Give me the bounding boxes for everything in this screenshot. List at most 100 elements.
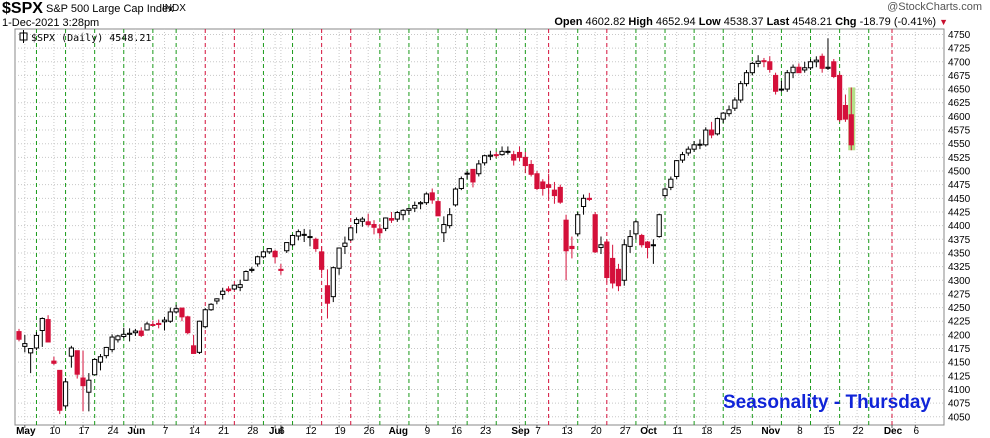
candle-down-body [191,345,197,354]
candle-down-body [272,250,278,258]
candle-down-body [522,156,528,167]
candle-down-body [557,186,563,203]
candle-down-body [639,234,645,246]
candle-down-body [45,319,51,343]
candle-down-body [546,184,552,188]
x-tick-label: 14 [189,426,201,437]
candle-up-body [144,323,150,331]
y-tick-label: 4500 [948,167,971,178]
y-tick-label: 4750 [948,30,971,41]
chg-label: Chg [835,16,857,28]
gridlines [15,29,944,425]
candle-down-body [534,173,540,189]
candle-down-body [51,360,57,364]
candle-down-body [150,323,156,326]
candle-down-body [773,74,779,92]
candle-up-body [662,188,668,197]
candle-up-body [714,118,720,135]
candle-down-body [74,350,80,375]
candle-up-body [790,66,796,74]
x-tick-label: 28 [247,426,259,437]
candle-up-body [68,347,74,357]
date-time-label: 1-Dec-2021 3:28pm [2,17,100,29]
candle-down-body [493,154,499,157]
candle-up-body [738,83,744,101]
candle-up-body [126,332,133,335]
candle-down-body [563,219,569,252]
candle-down-body [16,331,22,340]
candle-down-body [511,154,517,161]
candle-down-body [429,192,435,201]
brand-watermark[interactable]: @StockCharts.com [887,1,982,13]
x-tick-label: 19 [335,426,347,437]
candle-down-body [319,251,325,270]
x-tick-label: 10 [49,426,61,437]
candle-down-body [610,257,616,284]
x-tick-label: 24 [108,426,120,437]
candle-up-body [598,244,604,248]
y-tick-label: 4700 [948,57,971,68]
candle-up-body [243,271,249,281]
x-tick-label: Oct [640,426,657,437]
x-tick-label: 23 [480,426,492,437]
candle-up-body [441,224,447,234]
candle-up-body [132,330,139,334]
candle-down-body [185,316,191,334]
candle-up-body [778,88,785,91]
legend-label: $SPX (Daily) 4548.21 [31,33,151,44]
candle-up-body [196,320,203,353]
candle-down-body [365,221,371,226]
candle-up-body [423,193,429,204]
y-tick-label: 4175 [948,344,971,355]
candle-down-body [388,218,395,221]
symbol-description: S&P 500 Large Cap Index [46,3,174,15]
x-tick-label: 9 [425,426,431,437]
candle-up-body [301,233,307,236]
low-value: 4538.37 [723,16,764,28]
candle-up-body [452,188,459,206]
x-tick-label: 8 [797,426,803,437]
down-arrow-icon: ▼ [939,17,948,27]
candle-down-body [528,163,534,175]
y-tick-label: 4475 [948,180,971,191]
candle-up-body [336,247,342,269]
candle-up-body [330,267,336,298]
x-tick-label: 7 [163,426,169,437]
candle-up-body [214,298,220,302]
candle-down-body [57,369,63,411]
candle-up-body [784,72,790,90]
candle-up-body [755,60,761,64]
y-tick-label: 4600 [948,112,971,123]
x-tick-label: 18 [701,426,713,437]
candle-down-body [225,288,232,292]
candle-down-body [516,151,523,158]
candle-up-body [703,129,709,146]
candle-down-body [551,189,558,197]
open-label: Open [554,16,583,28]
last-label: Last [766,16,790,28]
candle-up-body [249,268,255,271]
y-tick-label: 4050 [948,412,971,423]
x-tick-label: Nov [761,426,780,437]
x-tick-label: Jun [128,426,146,437]
candle-up-body [109,336,115,351]
candle-up-body [732,99,738,109]
candle-up-body [348,227,354,241]
candle-up-body [173,308,179,313]
candle-up-body [476,163,482,175]
chg-value: -18.79 (-0.41%) [859,16,937,28]
candle-up-body [22,343,28,347]
y-tick-label: 4150 [948,358,971,369]
candle-down-body [435,201,441,217]
candle-up-body [674,160,680,177]
y-tick-label: 4200 [948,330,971,341]
x-tick-label: May [16,426,36,437]
candle-up-body [487,154,494,157]
candle-down-body [604,241,610,279]
candle-up-body [458,178,464,189]
candle-up-body [161,319,168,323]
x-tick-label: 12 [305,426,317,437]
candle-up-body [33,334,40,349]
